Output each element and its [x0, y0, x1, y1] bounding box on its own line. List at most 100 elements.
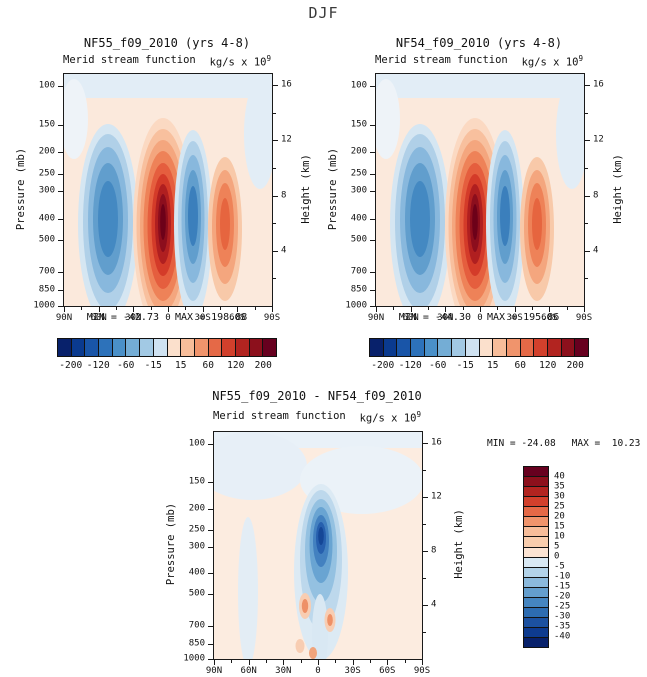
colorbar-cell [111, 339, 126, 356]
contour-field-difference [214, 432, 422, 659]
min-max-stats-nf55: MIN = -42.73 MAX = 198.88 [86, 312, 248, 323]
min-value: -24.08 [521, 438, 556, 449]
height-tick [585, 250, 590, 252]
colorbar-cell [524, 606, 548, 617]
latitude-tick [352, 660, 354, 665]
pressure-tick-label: 1000 [183, 653, 205, 664]
season-title: DJF [308, 4, 339, 22]
height-tick [423, 550, 428, 552]
pressure-tick [58, 152, 63, 154]
plot-area-nf55: 100 150 200 250 300 400 500 700 850 1000 16 12 8 4 90N… [33, 73, 292, 323]
colorbar-tick-label: 0 [554, 551, 560, 562]
plot-area-nf54: 100 150 200 250 300 400 500 700 850 1000 16 12 8 4 90N… [345, 73, 604, 323]
colorbar-cell [519, 339, 534, 356]
pressure-tick-label: 700 [350, 266, 367, 277]
height-tick [423, 496, 428, 498]
colorbar-tick-label: 15 [554, 521, 565, 532]
height-tick-label: 16 [593, 79, 604, 90]
height-tick-label: 16 [431, 437, 442, 448]
pressure-tick [208, 659, 213, 660]
pressure-tick-label: 200 [38, 146, 55, 157]
colorbar-cell [70, 339, 85, 356]
pressure-tick [370, 124, 375, 126]
colorbar-cell [524, 586, 548, 597]
colorbar-cell [410, 339, 424, 356]
north-negative-cell [78, 124, 138, 306]
colorbar-cell [152, 339, 167, 356]
colorbar-tick-label: -5 [554, 561, 565, 572]
latitude-tick [133, 307, 135, 312]
colorbar-cell [234, 339, 249, 356]
height-tick-label: 12 [281, 134, 292, 145]
pressure-axis-label: Pressure (mb) [15, 147, 27, 231]
colorbar-tick-label: 25 [554, 501, 565, 512]
height-tick-label: 4 [593, 245, 599, 256]
colorbar-cell [524, 546, 548, 557]
latitude-tick [283, 660, 285, 665]
colorbar-cell [84, 339, 99, 356]
pressure-tick [208, 625, 213, 627]
pressure-tick-label: 250 [350, 168, 367, 179]
colorbar-cell [524, 516, 548, 527]
latitude-minor-tick [81, 307, 83, 310]
colorbar-cell [58, 339, 71, 356]
latitude-tick-label: 0 [165, 313, 171, 323]
colorbar-cell [524, 596, 548, 607]
units-label: kg/s x 109 [209, 54, 271, 69]
pressure-tick [208, 643, 213, 645]
pressure-tick-label: 300 [38, 185, 55, 196]
pressure-tick [370, 86, 375, 88]
pressure-tick-label: 250 [188, 524, 205, 535]
colorbar-cell [524, 496, 548, 507]
height-tick-label: 8 [593, 190, 599, 201]
colorbar-cell [437, 339, 452, 356]
latitude-minor-tick [393, 307, 395, 310]
colorbar-tick-label: -200 [59, 360, 83, 371]
colorbar-tick-label: 60 [514, 360, 526, 371]
pressure-tick [208, 508, 213, 510]
latitude-minor-tick [566, 307, 568, 310]
pressure-tick-label: 500 [188, 588, 205, 599]
colorbar-cell [193, 339, 208, 356]
height-tick-label: 4 [431, 599, 437, 610]
latitude-tick-label: 30N [275, 666, 292, 676]
colorbar-tick-label: -200 [371, 360, 395, 371]
colorbar-tick-label: 30 [554, 491, 565, 502]
height-tick-label: 12 [431, 491, 442, 502]
max-value: 195.86 [523, 312, 560, 323]
colorbar-cell [524, 536, 548, 547]
pressure-tick-label: 300 [350, 185, 367, 196]
latitude-tick-label: 90N [367, 313, 385, 323]
height-minor-tick [423, 577, 426, 579]
latitude-minor-tick [370, 660, 371, 663]
colorbar-tick-label: 200 [254, 360, 272, 371]
latitude-minor-tick [462, 307, 464, 310]
colorbar-cell [524, 637, 548, 648]
latitude-tick-label: 60S [379, 666, 396, 676]
field-name-label: Merid stream function [63, 54, 196, 66]
latitude-minor-tick [428, 307, 429, 310]
min-max-stats-nf54: MIN = -44.30 MAX = 195.86 [398, 312, 560, 323]
colorbar-tick-label: -20 [554, 591, 571, 602]
colorbar-cell [139, 339, 153, 356]
height-tick-label: 4 [281, 245, 287, 256]
colorbar-cell [248, 339, 263, 356]
colorbar-cell [166, 339, 181, 356]
south-negative-cell [486, 130, 524, 306]
pressure-tick [208, 529, 213, 531]
positive-difference-spots [295, 593, 336, 659]
pressure-tick-label: 200 [188, 503, 205, 514]
latitude-tick [514, 307, 516, 312]
colorbar-cell [464, 339, 479, 356]
field-name-label: Merid stream function [375, 54, 508, 66]
colorbar-cell [382, 339, 397, 356]
latitude-minor-tick [254, 307, 256, 310]
colorbar-cell [524, 486, 548, 497]
units-label: kg/s x 109 [521, 54, 583, 69]
latitude-tick-label: 30N [125, 313, 142, 323]
latitude-minor-tick [300, 660, 302, 663]
height-tick-label: 16 [281, 79, 292, 90]
colorbar-tick-label: -30 [554, 611, 571, 622]
colorbar-cell [396, 339, 411, 356]
latitude-tick-label: 90S [413, 666, 431, 676]
